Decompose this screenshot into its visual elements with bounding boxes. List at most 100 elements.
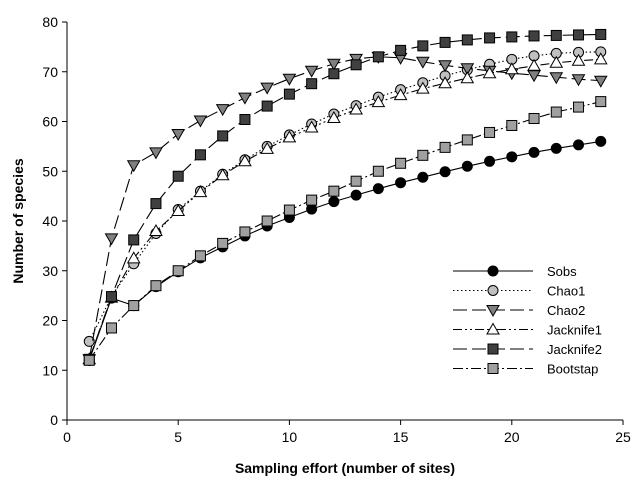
y-tick-label: 40 <box>42 213 58 229</box>
x-tick-label: 10 <box>282 429 298 445</box>
data-point-jacknife2 <box>573 29 585 41</box>
data-point-jacknife1 <box>438 76 452 89</box>
data-point-jacknife2 <box>350 59 362 71</box>
data-point-chao2 <box>282 73 297 86</box>
data-point-chao2 <box>149 147 163 160</box>
data-point-sobs <box>484 155 496 167</box>
data-point-chao2 <box>549 72 564 85</box>
legend-marker-jacknife1 <box>486 322 500 335</box>
data-point-bootstap <box>484 126 496 138</box>
legend-label-bootstap: Bootstap <box>547 362 598 377</box>
data-point-bootstap <box>283 204 295 216</box>
data-point-sobs <box>461 160 473 172</box>
data-point-bootstap <box>595 96 607 108</box>
data-point-chao2 <box>193 115 208 128</box>
data-point-bootstap <box>461 134 473 146</box>
series-bootstap <box>83 96 607 366</box>
legend-item-bootstap: Bootstap <box>453 362 598 377</box>
data-point-bootstap <box>217 237 229 249</box>
data-point-bootstap <box>528 113 540 125</box>
data-point-jacknife1 <box>571 53 586 66</box>
legend-marker-chao2 <box>486 305 500 318</box>
x-tick-label: 0 <box>63 429 71 445</box>
data-point-bootstap <box>83 354 95 366</box>
data-point-jacknife2 <box>217 130 229 142</box>
legend-label-jacknife1: Jacknife1 <box>547 323 602 338</box>
data-point-jacknife2 <box>283 88 295 100</box>
data-point-jacknife2 <box>261 100 273 112</box>
data-point-chao2 <box>126 160 141 173</box>
data-point-jacknife2 <box>194 149 206 161</box>
data-point-bootstap <box>550 106 562 118</box>
series-chao2 <box>82 51 608 367</box>
data-point-chao2 <box>593 75 608 88</box>
data-point-jacknife2 <box>417 40 429 52</box>
data-point-jacknife1 <box>482 66 497 79</box>
data-point-chao2 <box>438 60 452 73</box>
data-point-jacknife1 <box>260 141 275 154</box>
data-point-jacknife2 <box>439 36 451 48</box>
y-tick-label: 0 <box>50 412 58 428</box>
data-point-bootstap <box>105 322 117 334</box>
legend-marker-bootstap <box>487 363 499 374</box>
data-point-chao2 <box>171 128 186 141</box>
data-point-chao2 <box>415 56 430 69</box>
data-point-bootstap <box>261 215 273 227</box>
legend-label-chao2: Chao2 <box>547 303 585 318</box>
data-point-sobs <box>595 135 607 147</box>
data-point-bootstap <box>395 157 407 169</box>
y-axis-title: Number of species <box>10 158 26 283</box>
data-point-sobs <box>439 166 451 178</box>
data-point-jacknife1 <box>549 55 564 68</box>
y-tick-label: 80 <box>42 14 58 30</box>
data-point-jacknife2 <box>528 30 540 42</box>
data-point-chao2 <box>260 82 275 95</box>
y-tick-label: 60 <box>42 114 58 130</box>
legend-label-jacknife2: Jacknife2 <box>547 342 602 357</box>
data-point-jacknife1 <box>371 95 386 108</box>
data-point-jacknife2 <box>172 170 184 182</box>
data-point-jacknife2 <box>550 29 562 41</box>
data-point-jacknife2 <box>239 114 251 126</box>
y-tick-label: 30 <box>42 263 58 279</box>
data-point-jacknife1 <box>126 251 141 264</box>
series-sobs <box>83 135 607 366</box>
data-point-jacknife2 <box>484 32 496 44</box>
data-point-jacknife1 <box>504 62 519 75</box>
axes <box>66 22 623 421</box>
data-point-chao2 <box>238 92 252 105</box>
data-point-bootstap <box>350 175 362 187</box>
data-point-jacknife2 <box>595 28 607 40</box>
data-point-jacknife1 <box>460 71 475 84</box>
data-point-bootstap <box>306 194 318 206</box>
data-point-bootstap <box>417 149 429 161</box>
data-point-sobs <box>506 151 518 163</box>
data-point-jacknife1 <box>282 130 297 143</box>
data-point-jacknife2 <box>395 44 407 56</box>
data-point-jacknife1 <box>238 154 252 167</box>
legend: Sobs Chao1 Chao2 Jacknife1 Jacknife2 Bootstap <box>453 264 602 377</box>
legend-label-chao1: Chao1 <box>547 284 585 299</box>
data-point-chao2 <box>460 63 475 76</box>
data-point-chao2 <box>304 65 319 78</box>
data-point-chao2 <box>571 74 586 87</box>
data-point-bootstap <box>573 101 585 113</box>
series-jacknife2 <box>83 28 607 365</box>
data-point-jacknife2 <box>128 234 140 246</box>
data-point-sobs <box>550 142 562 154</box>
x-tick-label: 20 <box>504 429 520 445</box>
data-point-sobs <box>395 177 407 189</box>
legend-item-chao1: Chao1 <box>453 284 585 299</box>
y-tick-label: 50 <box>42 163 58 179</box>
data-point-jacknife1 <box>171 204 186 217</box>
data-point-jacknife2 <box>506 31 518 43</box>
y-tick-label: 20 <box>42 313 58 329</box>
y-tick-label: 70 <box>42 64 58 80</box>
data-point-bootstap <box>328 185 340 197</box>
series-jacknife1 <box>82 52 608 365</box>
data-point-jacknife1 <box>527 58 541 71</box>
data-point-jacknife2 <box>372 51 384 63</box>
data-point-jacknife1 <box>304 120 319 133</box>
data-point-bootstap <box>372 165 384 177</box>
